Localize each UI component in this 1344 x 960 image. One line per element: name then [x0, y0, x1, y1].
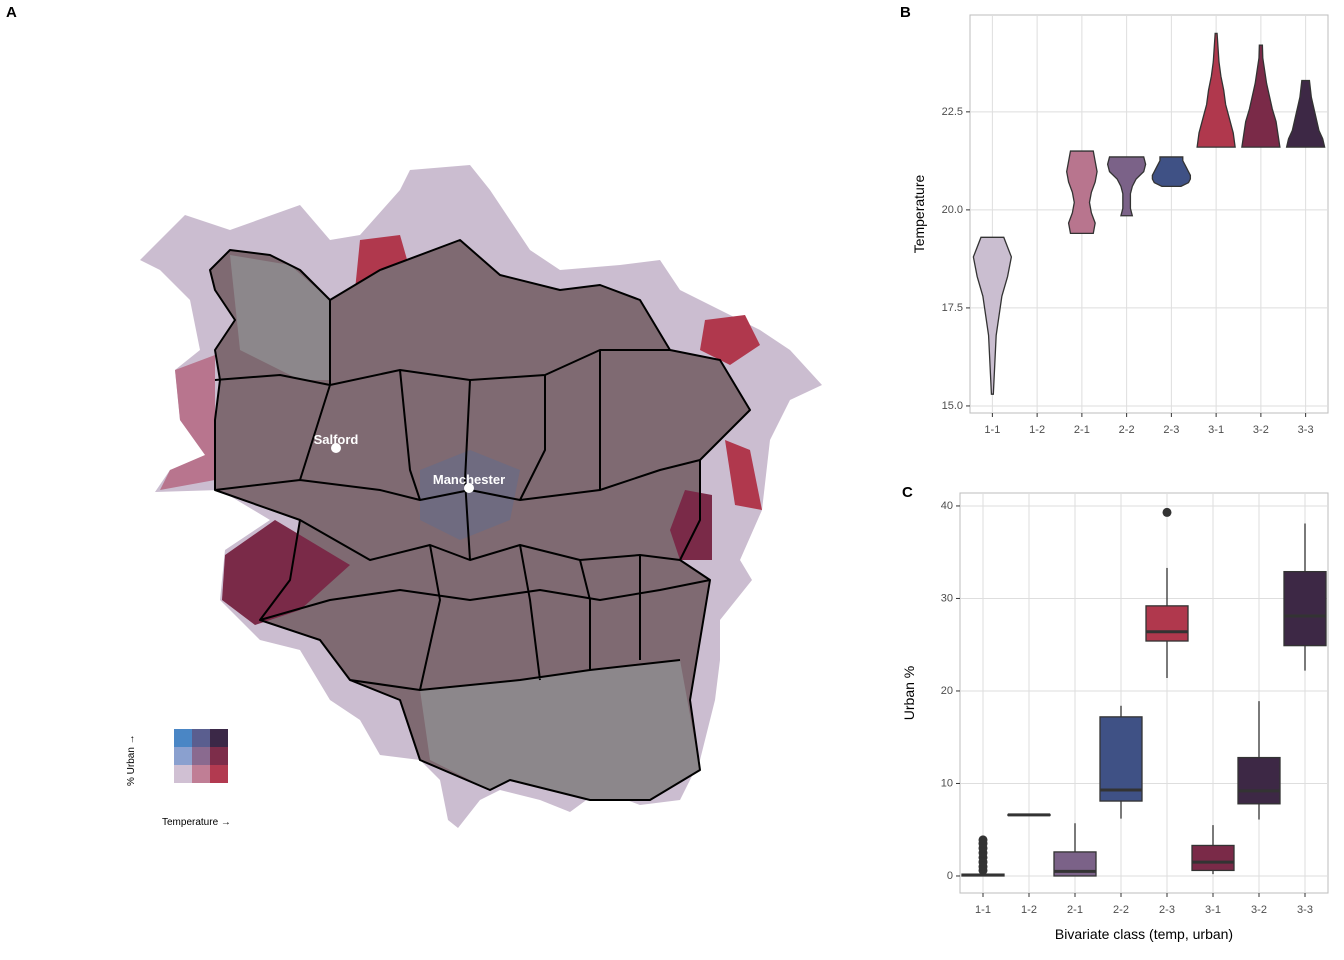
y-axis-title: Temperature [911, 174, 927, 253]
legend-y-label: % Urban → [126, 734, 137, 786]
x-tick-label: 2-1 [1074, 424, 1090, 436]
legend-swatch [210, 747, 228, 765]
x-tick-label: 3-3 [1297, 904, 1313, 916]
y-tick-label: 30 [941, 592, 953, 604]
place-label: Manchester [433, 472, 505, 487]
x-tick-label: 2-2 [1113, 904, 1129, 916]
map-grey-zone [420, 660, 700, 800]
map-hot-patch [700, 315, 760, 365]
panel-label: B [900, 4, 911, 21]
place-marker [331, 443, 341, 453]
map [140, 165, 822, 828]
x-tick-label: 2-3 [1163, 424, 1179, 436]
place-marker [464, 483, 474, 493]
outlier [1162, 507, 1172, 517]
x-tick-label: 2-2 [1119, 424, 1135, 436]
legend-swatch [174, 729, 192, 747]
y-tick-label: 15.0 [942, 400, 963, 412]
legend-swatch [174, 747, 192, 765]
y-tick-label: 20 [941, 685, 953, 697]
violin [1151, 156, 1192, 188]
x-tick-label: 2-1 [1067, 904, 1083, 916]
map-hot-patch [725, 440, 762, 510]
box [1283, 570, 1327, 647]
x-tick-label: 1-1 [984, 424, 1000, 436]
y-tick-label: 40 [941, 500, 953, 512]
x-tick-label: 3-2 [1251, 904, 1267, 916]
legend-x-label: Temperature → [162, 817, 231, 828]
y-tick-label: 10 [941, 777, 953, 789]
x-tick-label: 3-3 [1298, 424, 1314, 436]
plot-frame [969, 14, 1329, 414]
x-tick-label: 3-1 [1205, 904, 1221, 916]
box [1145, 605, 1189, 642]
box [1191, 844, 1235, 872]
violin [1196, 32, 1236, 148]
x-tick-label: 1-1 [975, 904, 991, 916]
legend-swatch [192, 729, 210, 747]
panel-label: C [902, 484, 913, 501]
x-tick-label: 3-1 [1208, 424, 1224, 436]
plot-frame [959, 492, 1329, 894]
y-tick-label: 17.5 [942, 302, 963, 314]
legend-swatch [192, 765, 210, 783]
y-tick-label: 22.5 [942, 106, 963, 118]
map-hot-patch [670, 490, 712, 560]
y-axis-title: Urban % [901, 666, 917, 720]
x-tick-label: 2-3 [1159, 904, 1175, 916]
violin [1285, 79, 1326, 148]
violin [1106, 156, 1147, 217]
violin [1241, 44, 1281, 148]
box [1099, 716, 1143, 802]
violin [1066, 150, 1098, 235]
panel-label: A [6, 4, 17, 21]
legend-swatch [174, 765, 192, 783]
map-urban-edge [160, 355, 215, 490]
legend-swatch [210, 765, 228, 783]
bivariate-legend [174, 729, 228, 783]
x-tick-label: 3-2 [1253, 424, 1269, 436]
place-label: Salford [314, 432, 359, 447]
map-grey-zone [230, 255, 330, 380]
x-tick-label: 1-2 [1029, 424, 1045, 436]
y-tick-label: 20.0 [942, 204, 963, 216]
map-hot-patch [222, 520, 350, 625]
outlier [978, 835, 988, 845]
map-core [420, 450, 520, 540]
y-tick-label: 0 [947, 870, 953, 882]
ward-boundaries [209, 239, 751, 801]
legend-swatch [210, 729, 228, 747]
x-axis-title: Bivariate class (temp, urban) [1055, 926, 1233, 942]
box [1237, 756, 1281, 805]
x-tick-label: 1-2 [1021, 904, 1037, 916]
legend-swatch [192, 747, 210, 765]
violin [972, 236, 1013, 395]
